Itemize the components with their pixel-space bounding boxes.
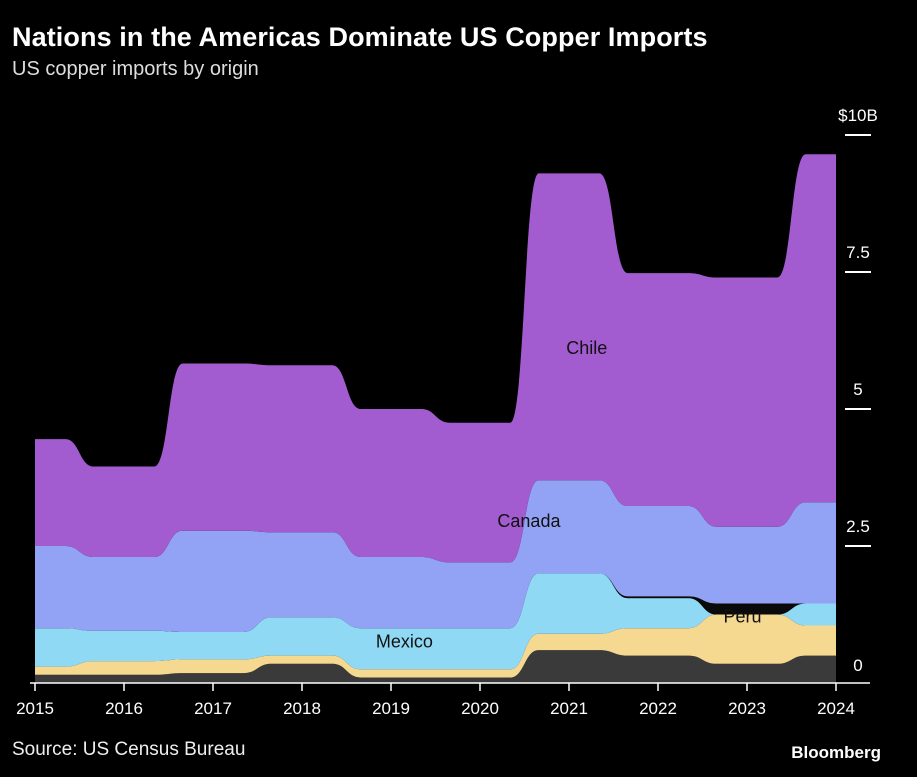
x-tick-label: 2021 <box>550 699 588 718</box>
x-tick-label: 2023 <box>728 699 766 718</box>
x-tick-label: 2020 <box>461 699 499 718</box>
bloomberg-logo: Bloomberg <box>791 743 881 762</box>
area-canada <box>35 480 836 632</box>
x-tick-label: 2018 <box>283 699 321 718</box>
area-label-mexico: Mexico <box>376 631 433 651</box>
chart-title: Nations in the Americas Dominate US Copp… <box>12 22 708 52</box>
x-tick-label: 2016 <box>105 699 143 718</box>
x-tick-label: 2015 <box>16 699 54 718</box>
x-tick-label: 2017 <box>194 699 232 718</box>
chart-subtitle: US copper imports by origin <box>12 58 259 80</box>
area-label-peru: Peru <box>724 607 762 627</box>
x-tick-label: 2022 <box>639 699 677 718</box>
x-axis: 2015 2016 2017 2018 2019 2020 2021 2022 2023 2024 <box>16 682 870 718</box>
y-tick-label: $10B <box>838 106 878 125</box>
area-peru <box>35 614 836 678</box>
y-tick-label: 5 <box>853 380 862 399</box>
area-label-chile: Chile <box>566 338 607 358</box>
area-other <box>35 650 836 683</box>
x-tick-label: 2024 <box>817 699 855 718</box>
area-chile <box>35 154 836 563</box>
y-tick-label: 2.5 <box>846 517 870 536</box>
area-series-group <box>35 154 836 683</box>
x-tick-label: 2019 <box>372 699 410 718</box>
y-tick-label: 0 <box>853 656 862 675</box>
area-mexico <box>35 573 836 670</box>
y-tick-label: 7.5 <box>846 243 870 262</box>
area-labels-group: Peru Mexico Canada Chile <box>376 338 762 651</box>
y-axis: $10B 7.5 5 2.5 0 <box>838 106 878 675</box>
area-label-canada: Canada <box>497 511 561 531</box>
source-note: Source: US Census Bureau <box>12 739 246 760</box>
